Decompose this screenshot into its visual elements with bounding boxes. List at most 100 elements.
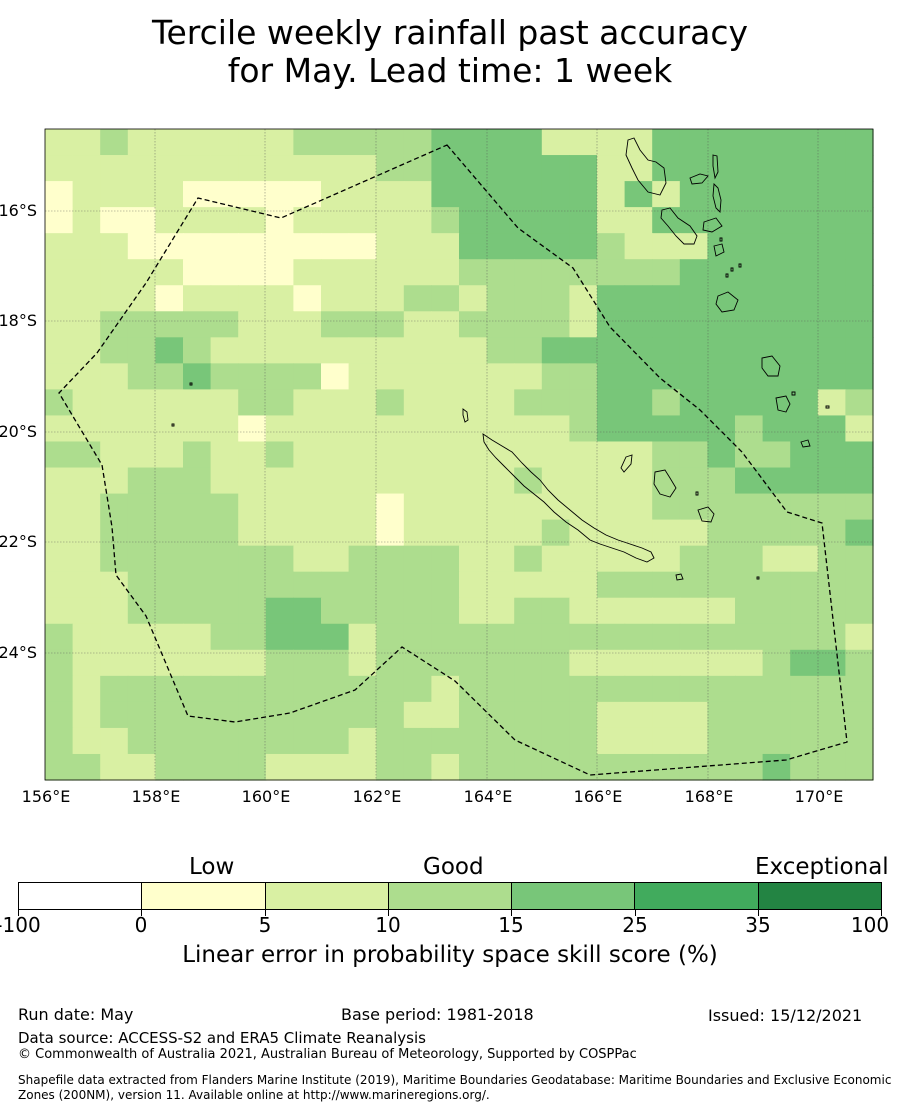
skill-cell: [127, 493, 156, 521]
skill-cell: [72, 363, 101, 390]
skill-cell: [541, 701, 570, 729]
skill-cell: [431, 233, 460, 260]
skill-cell: [845, 415, 874, 443]
skill-cell: [790, 623, 819, 651]
skill-cell: [100, 389, 129, 417]
skill-cell: [293, 285, 322, 312]
skill-cell: [72, 571, 101, 599]
skill-cell: [679, 311, 708, 338]
skill-cell: [707, 727, 736, 755]
skill-cell: [569, 571, 598, 599]
skill-cell: [431, 701, 460, 729]
ambae-island: [689, 173, 709, 185]
skill-cell: [265, 233, 294, 260]
skill-cell: [265, 155, 294, 182]
skill-cell: [403, 441, 432, 469]
skill-cell: [321, 727, 350, 755]
skill-cell: [459, 727, 488, 755]
skill-cell: [183, 753, 212, 781]
skill-cell: [624, 285, 653, 312]
skill-cell: [790, 753, 819, 781]
skill-cell: [597, 675, 626, 703]
small-islet: [719, 237, 723, 242]
skill-cell: [762, 467, 791, 495]
skill-cell: [431, 285, 460, 312]
skill-cell: [376, 259, 405, 286]
skill-cell: [45, 181, 74, 208]
skill-cell: [265, 389, 294, 417]
skill-cell: [845, 207, 874, 234]
colorbar-tick: 15: [498, 913, 524, 937]
skill-cell: [348, 337, 377, 364]
skill-cell: [321, 441, 350, 469]
skill-grid: [45, 129, 874, 781]
skill-cell: [817, 363, 846, 390]
skill-cell: [210, 597, 239, 625]
skill-cell: [486, 207, 515, 234]
skill-cell: [735, 597, 764, 625]
skill-cell: [652, 441, 681, 469]
skill-cell: [127, 415, 156, 443]
skill-cell: [817, 285, 846, 312]
skill-cell: [790, 207, 819, 234]
skill-cell: [376, 623, 405, 651]
skill-cell: [762, 415, 791, 443]
skill-cell: [127, 129, 156, 156]
skill-cell: [155, 129, 184, 156]
skill-cell: [321, 701, 350, 729]
espiritu-santo-island: [625, 137, 667, 196]
skill-cell: [486, 493, 515, 521]
skill-cell: [569, 753, 598, 781]
skill-cell: [403, 207, 432, 234]
skill-cell: [486, 441, 515, 469]
skill-cell: [431, 181, 460, 208]
skill-cell: [790, 675, 819, 703]
skill-cell: [155, 155, 184, 182]
skill-cell: [348, 597, 377, 625]
skill-cell: [238, 285, 267, 312]
skill-cell: [183, 181, 212, 208]
skill-cell: [486, 467, 515, 495]
skill-cell: [210, 649, 239, 677]
skill-cell: [817, 493, 846, 521]
skill-cell: [790, 337, 819, 364]
skill-cell: [541, 753, 570, 781]
skill-cell: [790, 493, 819, 521]
skill-cell: [459, 441, 488, 469]
skill-cell: [100, 207, 129, 234]
skill-cell: [100, 181, 129, 208]
skill-cell: [817, 701, 846, 729]
skill-cell: [155, 415, 184, 443]
skill-cell: [845, 337, 874, 364]
base-period: Base period: 1981-2018: [341, 1005, 534, 1024]
skill-cell: [569, 181, 598, 208]
skill-cell: [514, 181, 543, 208]
skill-cell: [431, 311, 460, 338]
skill-cell: [183, 701, 212, 729]
skill-cell: [707, 467, 736, 495]
skill-cell: [707, 415, 736, 443]
skill-cell: [845, 493, 874, 521]
skill-cell: [100, 545, 129, 573]
skill-cell: [431, 571, 460, 599]
skill-cell: [597, 389, 626, 417]
skill-cell: [817, 441, 846, 469]
skill-cell: [210, 233, 239, 260]
skill-cell: [431, 545, 460, 573]
skill-cell: [321, 311, 350, 338]
skill-cell: [348, 675, 377, 703]
skill-cell: [652, 389, 681, 417]
skill-cell: [293, 675, 322, 703]
skill-cell: [293, 389, 322, 417]
mare-island: [697, 506, 715, 523]
skill-cell: [459, 259, 488, 286]
skill-cell: [624, 571, 653, 599]
skill-cell: [100, 311, 129, 338]
colorbar-swatch: [512, 883, 636, 909]
skill-cell: [597, 467, 626, 495]
skill-cell: [735, 727, 764, 755]
skill-cell: [431, 753, 460, 781]
skill-cell: [486, 727, 515, 755]
graticule: [45, 129, 873, 780]
skill-cell: [348, 363, 377, 390]
